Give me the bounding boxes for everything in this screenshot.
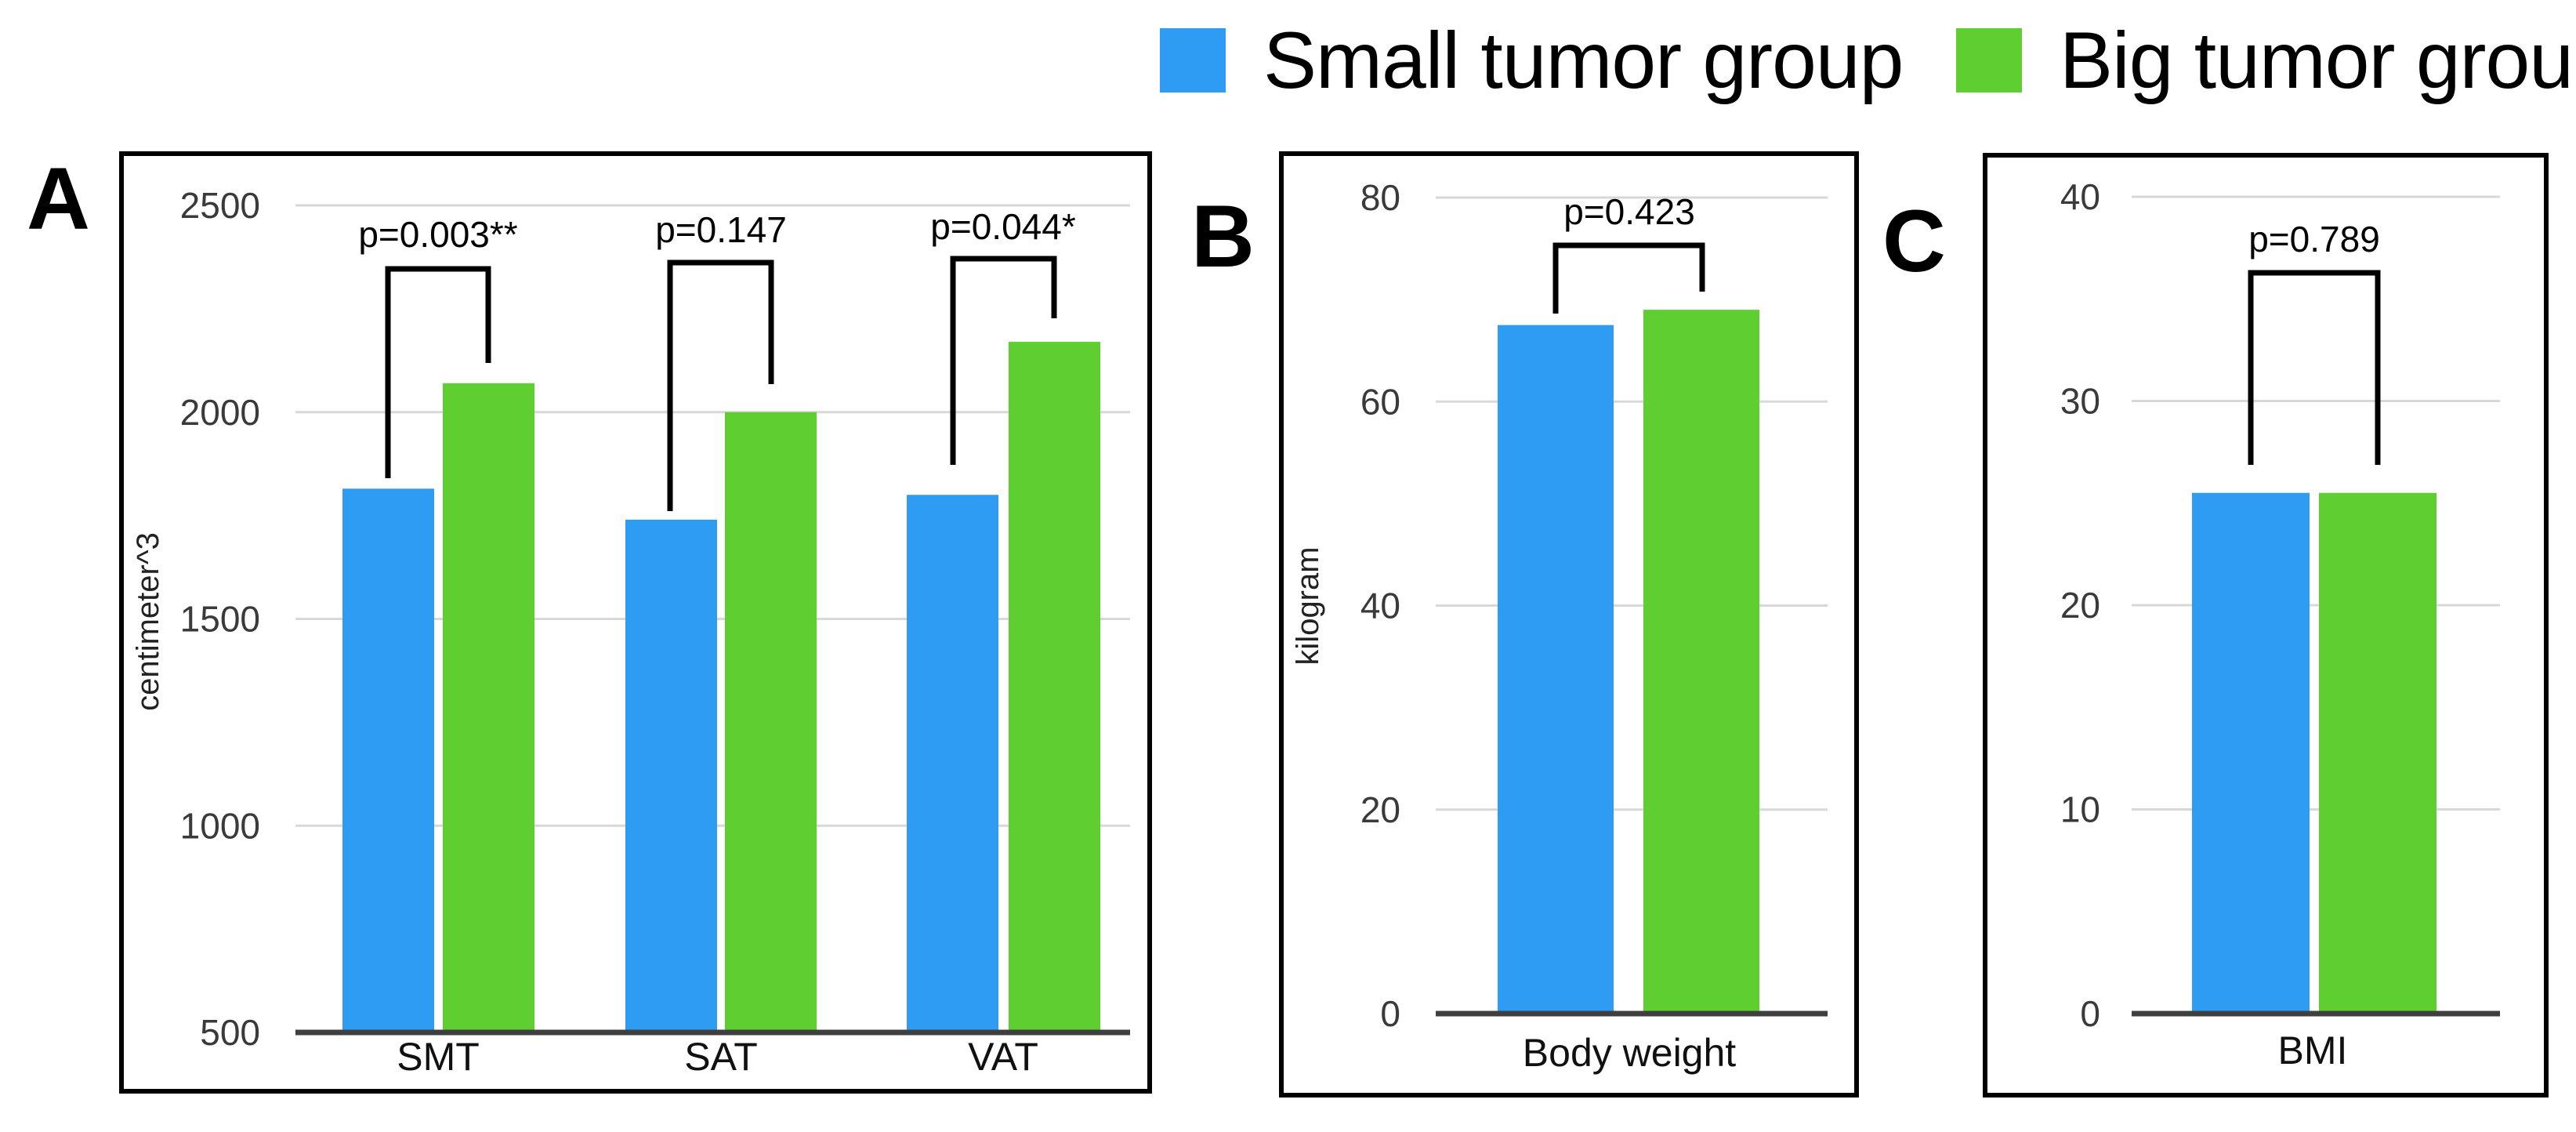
svg-text:10: 10 bbox=[2060, 789, 2100, 830]
svg-text:kilogram: kilogram bbox=[1291, 546, 1325, 665]
svg-text:2000: 2000 bbox=[180, 392, 260, 433]
blue-square-swatch bbox=[1160, 28, 1226, 93]
panel-label-b: B bbox=[1191, 187, 1255, 285]
legend-label-big-tumor-group: Big tumor group bbox=[2060, 16, 2576, 105]
panel-c-bar-chart: 40 30 20 10 0 BMI p=0.789 bbox=[1983, 153, 2549, 1098]
svg-text:p=0.423: p=0.423 bbox=[1563, 191, 1695, 232]
legend-item-small-tumor-group: Small tumor group bbox=[1160, 20, 1904, 100]
svg-text:Body weight: Body weight bbox=[1523, 1031, 1736, 1075]
svg-text:p=0.044*: p=0.044* bbox=[930, 206, 1076, 247]
svg-text:0: 0 bbox=[2080, 993, 2100, 1034]
svg-text:20: 20 bbox=[2060, 585, 2100, 626]
svg-text:p=0.147: p=0.147 bbox=[655, 209, 787, 250]
svg-text:20: 20 bbox=[1360, 789, 1400, 830]
svg-text:60: 60 bbox=[1360, 381, 1400, 422]
panel-label-a: A bbox=[27, 150, 90, 248]
svg-text:0: 0 bbox=[1380, 993, 1400, 1034]
svg-text:500: 500 bbox=[200, 1012, 260, 1053]
panel-label-c: C bbox=[1882, 192, 1946, 290]
legend-label-small-tumor-group: Small tumor group bbox=[1263, 16, 1904, 105]
svg-text:p=0.789: p=0.789 bbox=[2248, 219, 2380, 259]
svg-text:p=0.003**: p=0.003** bbox=[358, 214, 517, 255]
panel-a-bar-chart: 2500 2000 1500 1000 500 centimeter^3 SMT SAT VAT… bbox=[119, 151, 1152, 1094]
svg-text:VAT: VAT bbox=[968, 1035, 1038, 1079]
svg-text:SMT: SMT bbox=[397, 1035, 480, 1079]
svg-text:centimeter^3: centimeter^3 bbox=[131, 532, 165, 711]
svg-text:40: 40 bbox=[2060, 176, 2100, 217]
legend-item-big-tumor-group: Big tumor group bbox=[1956, 20, 2576, 100]
svg-text:1500: 1500 bbox=[180, 599, 260, 640]
svg-text:1000: 1000 bbox=[180, 805, 260, 846]
panel-b-bar-chart: 80 60 40 20 0 kilogram Body weight p=0.423 bbox=[1279, 151, 1859, 1098]
svg-text:80: 80 bbox=[1360, 177, 1400, 218]
svg-text:BMI: BMI bbox=[2278, 1029, 2348, 1072]
svg-text:2500: 2500 bbox=[180, 185, 260, 226]
svg-text:30: 30 bbox=[2060, 381, 2100, 422]
green-square-swatch bbox=[1956, 28, 2022, 93]
svg-text:40: 40 bbox=[1360, 586, 1400, 626]
svg-text:SAT: SAT bbox=[684, 1035, 758, 1079]
